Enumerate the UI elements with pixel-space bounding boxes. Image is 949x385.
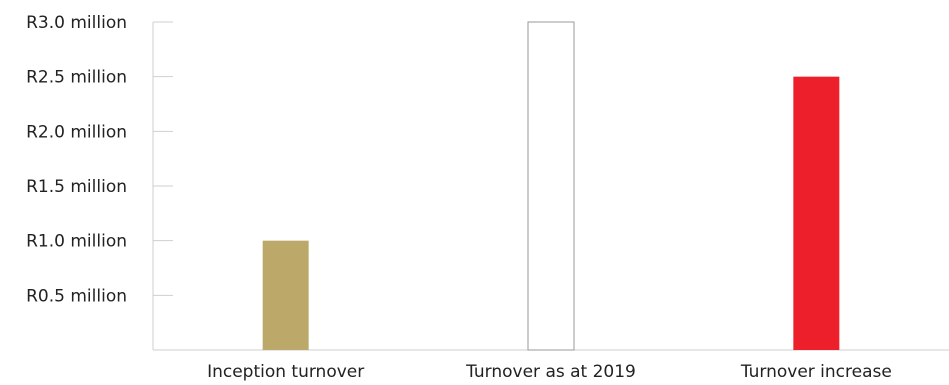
x-category-label: Inception turnover bbox=[207, 362, 364, 382]
y-ticks: R0.5 million R1.0 million R1.5 million R2.0… bbox=[26, 13, 173, 306]
y-tick-label: R1.0 million bbox=[26, 232, 127, 252]
y-tick-label: R0.5 million bbox=[26, 286, 127, 306]
x-category-label: Turnover as at 2019 bbox=[465, 362, 636, 382]
y-tick-label: R3.0 million bbox=[26, 13, 127, 33]
y-tick-label: R2.0 million bbox=[26, 122, 127, 142]
bar-1 bbox=[262, 240, 309, 350]
x-category-label: Turnover increase bbox=[740, 362, 892, 382]
y-tick-label: R2.5 million bbox=[26, 68, 127, 88]
bars bbox=[262, 21, 840, 351]
bar-3 bbox=[793, 76, 840, 351]
x-labels: Inception turnover Turnover as at 2019 Tur… bbox=[207, 362, 892, 382]
y-tick-label: R1.5 million bbox=[26, 177, 127, 197]
bar-2 bbox=[527, 21, 575, 351]
